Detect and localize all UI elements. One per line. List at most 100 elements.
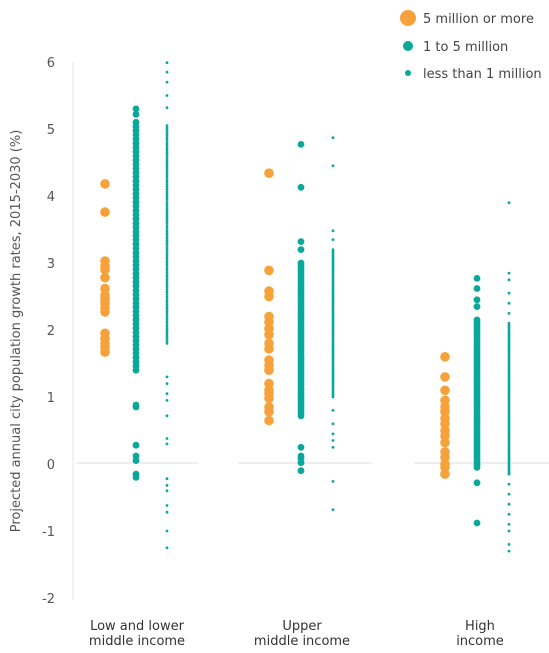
point-under-1m — [165, 214, 169, 218]
point-under-1m — [165, 302, 169, 306]
point-under-1m — [165, 261, 169, 265]
point-5m-plus — [440, 406, 450, 417]
point-under-1m — [165, 180, 169, 184]
point-under-1m — [165, 278, 169, 282]
point-under-1m — [165, 136, 169, 140]
point-5m-plus — [100, 347, 110, 357]
point-under-1m — [331, 238, 335, 242]
point-under-1m — [165, 283, 169, 287]
point-5m-plus — [440, 385, 450, 396]
point-5m-plus — [440, 395, 450, 406]
point-under-1m — [165, 236, 169, 240]
point-5m-plus — [440, 419, 450, 429]
point-5m-plus — [264, 365, 274, 376]
point-under-1m — [165, 168, 169, 172]
point-under-1m — [165, 190, 169, 194]
point-under-1m — [165, 317, 169, 321]
point-under-1m — [165, 244, 169, 247]
point-under-1m — [165, 224, 169, 228]
point-5m-plus — [264, 415, 274, 426]
point-under-1m — [165, 227, 169, 230]
point-under-1m — [165, 489, 169, 493]
point-under-1m — [507, 549, 511, 553]
point-under-1m — [165, 187, 169, 191]
point-5m-plus — [264, 406, 274, 417]
point-5m-plus — [440, 372, 450, 382]
point-under-1m — [165, 146, 169, 150]
point-under-1m — [165, 163, 169, 167]
point-under-1m — [165, 156, 169, 159]
point-under-1m — [165, 329, 169, 333]
point-under-1m — [165, 280, 169, 284]
point-1-5m — [132, 457, 140, 464]
y-tick-label: -2 — [42, 592, 55, 607]
point-under-1m — [165, 175, 169, 179]
point-under-1m — [165, 307, 169, 311]
category-label: middle income — [89, 634, 185, 649]
point-under-1m — [165, 160, 169, 164]
point-under-1m — [331, 229, 335, 233]
point-under-1m — [507, 311, 511, 315]
point-under-1m — [507, 492, 511, 496]
point-under-1m — [165, 234, 169, 238]
point-under-1m — [165, 222, 169, 225]
point-under-1m — [507, 404, 511, 407]
point-1-5m — [297, 141, 305, 148]
point-under-1m — [165, 334, 169, 338]
point-under-1m — [165, 342, 169, 345]
point-1-5m — [132, 118, 140, 126]
point-under-1m — [165, 80, 169, 84]
point-under-1m — [165, 290, 169, 294]
point-1-5m — [473, 275, 481, 282]
point-under-1m — [165, 295, 169, 299]
point-under-1m — [165, 271, 169, 274]
point-under-1m — [331, 248, 335, 252]
point-under-1m — [507, 449, 511, 453]
point-under-1m — [507, 358, 511, 361]
point-under-1m — [507, 271, 511, 275]
category-label: income — [456, 634, 504, 649]
point-under-1m — [165, 209, 169, 213]
point-under-1m — [165, 312, 169, 316]
point-under-1m — [165, 375, 169, 379]
point-under-1m — [165, 477, 169, 481]
point-1-5m — [132, 441, 140, 449]
point-5m-plus — [440, 352, 450, 362]
legend: 5 million or more 1 to 5 million less th… — [400, 10, 542, 82]
y-tick-label: -1 — [42, 525, 55, 540]
point-5m-plus — [100, 264, 110, 275]
point-under-1m — [165, 158, 169, 162]
point-5m-plus — [100, 207, 110, 217]
point-under-1m — [165, 339, 169, 343]
point-under-1m — [165, 399, 169, 402]
point-under-1m — [165, 251, 169, 255]
point-1-5m — [132, 110, 140, 118]
point-under-1m — [331, 439, 335, 442]
point-under-1m — [331, 164, 335, 168]
y-tick-labels: 6 5 4 3 2 1 0 -1 -2 — [42, 56, 55, 607]
point-1-5m — [297, 443, 305, 451]
category-label: Low and lower — [90, 619, 185, 634]
legend-marker-large — [400, 10, 416, 26]
point-under-1m — [507, 321, 511, 325]
point-under-1m — [165, 143, 169, 147]
point-under-1m — [165, 197, 169, 201]
point-5m-plus — [440, 437, 450, 448]
point-under-1m — [507, 529, 511, 533]
point-under-1m — [165, 275, 169, 279]
point-under-1m — [165, 529, 169, 533]
category-label: middle income — [254, 634, 350, 649]
point-under-1m — [165, 219, 169, 223]
point-under-1m — [165, 138, 169, 142]
point-5m-plus — [264, 265, 274, 276]
point-under-1m — [165, 327, 169, 331]
point-under-1m — [331, 136, 335, 140]
point-under-1m — [165, 106, 169, 109]
point-1-5m — [297, 238, 305, 246]
point-under-1m — [507, 502, 511, 506]
point-under-1m — [165, 129, 169, 132]
point-under-1m — [165, 202, 169, 206]
point-under-1m — [165, 61, 169, 65]
point-under-1m — [165, 510, 169, 514]
